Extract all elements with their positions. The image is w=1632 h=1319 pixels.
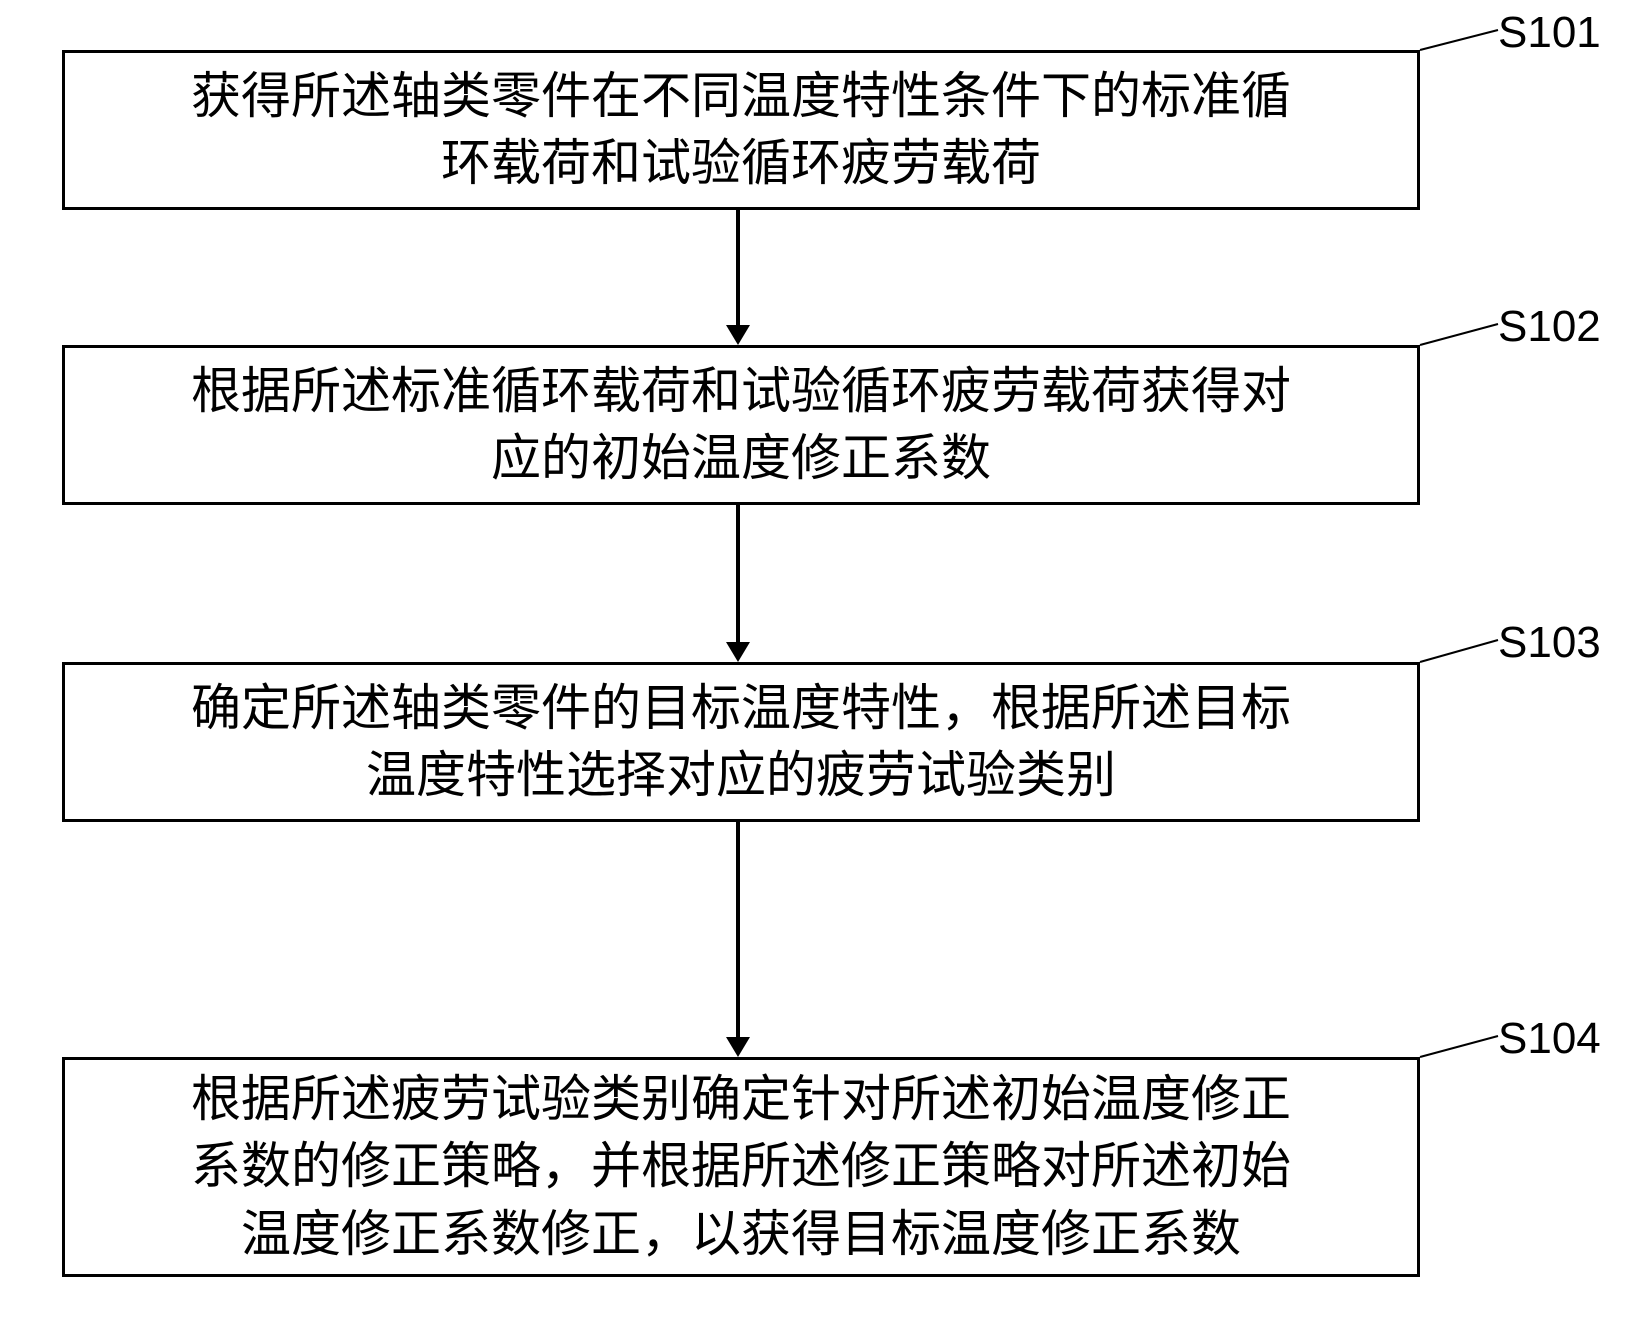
flowchart-canvas: 获得所述轴类零件在不同温度特性条件下的标准循环载荷和试验循环疲劳载荷 根据所述标… bbox=[0, 0, 1632, 1319]
flow-node-text: 确定所述轴类零件的目标温度特性，根据所述目标温度特性选择对应的疲劳试验类别 bbox=[191, 675, 1291, 810]
arrow-line bbox=[736, 210, 740, 325]
step-label-s101: S101 bbox=[1498, 8, 1601, 58]
flow-node-s101: 获得所述轴类零件在不同温度特性条件下的标准循环载荷和试验循环疲劳载荷 bbox=[62, 50, 1420, 210]
arrow-head-icon bbox=[726, 325, 750, 345]
flow-node-text: 根据所述标准循环载荷和试验循环疲劳载荷获得对应的初始温度修正系数 bbox=[191, 358, 1291, 493]
arrow-head-icon bbox=[726, 642, 750, 662]
flow-node-s104: 根据所述疲劳试验类别确定针对所述初始温度修正系数的修正策略，并根据所述修正策略对… bbox=[62, 1057, 1420, 1277]
flow-node-s103: 确定所述轴类零件的目标温度特性，根据所述目标温度特性选择对应的疲劳试验类别 bbox=[62, 662, 1420, 822]
step-label-s102: S102 bbox=[1498, 302, 1601, 352]
arrow-head-icon bbox=[726, 1037, 750, 1057]
flow-node-text: 根据所述疲劳试验类别确定针对所述初始温度修正系数的修正策略，并根据所述修正策略对… bbox=[191, 1066, 1291, 1269]
step-label-s104: S104 bbox=[1498, 1014, 1601, 1064]
arrow-line bbox=[736, 505, 740, 642]
arrow-line bbox=[736, 822, 740, 1037]
flow-node-text: 获得所述轴类零件在不同温度特性条件下的标准循环载荷和试验循环疲劳载荷 bbox=[191, 63, 1291, 198]
step-label-s103: S103 bbox=[1498, 618, 1601, 668]
flow-node-s102: 根据所述标准循环载荷和试验循环疲劳载荷获得对应的初始温度修正系数 bbox=[62, 345, 1420, 505]
